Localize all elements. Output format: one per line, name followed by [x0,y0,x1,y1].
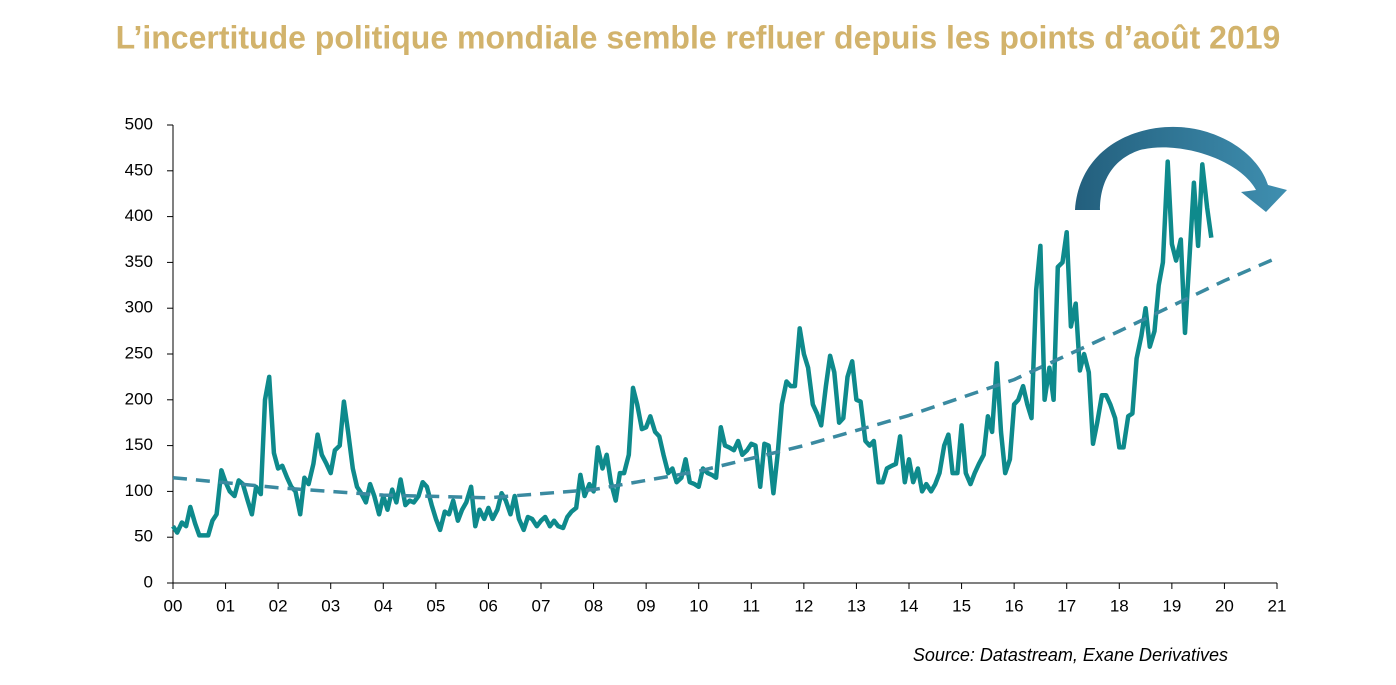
y-tick-label: 300 [125,298,153,317]
arrow [1075,126,1287,212]
y-tick-label: 500 [125,114,153,133]
x-tick-label: 02 [269,596,288,615]
x-tick-label: 19 [1162,596,1181,615]
x-tick-label: 03 [321,596,340,615]
x-tick-label: 21 [1268,596,1287,615]
data-line [171,159,1214,538]
y-tick-label: 250 [125,343,153,362]
trend-line [172,256,1278,500]
x-tick-label: 08 [584,596,603,615]
x-tick-label: 15 [952,596,971,615]
y-tick-label: 350 [125,252,153,271]
y-tick-label: 0 [144,572,153,591]
x-tick-label: 16 [1005,596,1024,615]
x-tick-label: 07 [532,596,551,615]
x-tick-label: 13 [847,596,866,615]
x-tick-label: 11 [742,596,760,615]
x-tick-label: 14 [900,596,919,615]
x-tick-label: 01 [216,596,235,615]
x-tick-label: 04 [374,596,393,615]
y-tick-label: 50 [134,527,153,546]
y-tick-label: 450 [125,160,153,179]
x-tick-label: 17 [1057,596,1076,615]
y-tick-label: 150 [125,435,153,454]
y-tick-label: 400 [125,206,153,225]
chart-title: L’incertitude politique mondiale semble … [116,19,1281,55]
x-tick-label: 10 [689,596,708,615]
y-tick-label: 200 [125,389,153,408]
x-tick-label: 09 [637,596,656,615]
x-tick-label: 05 [426,596,445,615]
x-tick-label: 20 [1215,596,1234,615]
x-tick-label: 06 [479,596,498,615]
source: Source: Datastream, Exane Derivatives [913,645,1228,665]
x-tick-label: 12 [794,596,813,615]
y-tick-label: 100 [125,481,153,500]
x-tick-label: 18 [1110,596,1129,615]
x-tick-label: 00 [164,596,183,615]
